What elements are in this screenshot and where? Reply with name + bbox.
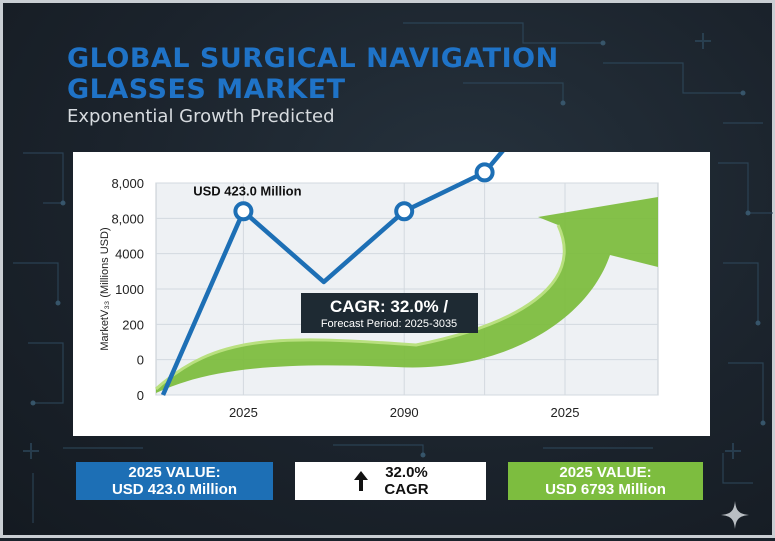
card-right-line2: USD 6793 Million <box>545 481 666 498</box>
y-tick-label: 8,000 <box>111 211 144 226</box>
data-point-marker <box>394 201 415 222</box>
x-tick-label: 2090 <box>390 405 419 420</box>
card-left-line1: 2025 VALUE: <box>128 464 221 481</box>
data-label: USD 423.0 Million <box>193 183 301 198</box>
y-tick-label: 200 <box>122 317 144 332</box>
card-left-line2: USD 423.0 Million <box>111 481 238 498</box>
series-line <box>160 152 505 396</box>
cagr-callout-box <box>301 293 478 333</box>
data-point-marker <box>233 201 254 222</box>
page-title: GLOBAL SURGICAL NAVIGATION GLASSES MARKE… <box>67 43 559 105</box>
growth-arrow <box>156 197 658 393</box>
card-mid-line2: CAGR <box>384 481 429 498</box>
y-tick-label: 1000 <box>115 282 144 297</box>
data-point-marker <box>474 162 495 183</box>
line-chart: 0 0 200 1000 4000 8,000 8,000 2025 2090 2025 Marke… <box>99 152 659 420</box>
circuit-background <box>13 22 773 523</box>
y-tick-label: 0 <box>137 353 144 368</box>
card-mid-line1: 32.0% <box>385 464 428 481</box>
cagr-callout-title: CAGR: 32.0% / <box>330 297 448 316</box>
chart-panel: 0 0 200 1000 4000 8,000 8,000 2025 2090 2025 Marke… <box>73 152 710 436</box>
x-tick-label: 2025 <box>229 405 258 420</box>
page-subtitle: Exponential Growth Predicted <box>67 106 335 127</box>
value-card-2025-right: 2025 VALUE: USD 6793 Million <box>508 462 703 500</box>
growth-arrow-highlight <box>154 224 566 391</box>
cagr-card: 32.0% CAGR <box>295 462 486 500</box>
sparkle-icon <box>721 501 749 529</box>
x-tick-label: 2025 <box>551 405 580 420</box>
y-axis-label: MarketV₃₃ (Millions USD) <box>99 227 111 350</box>
value-card-2025-left: 2025 VALUE: USD 423.0 Million <box>76 462 273 500</box>
y-tick-label: 0 <box>137 388 144 403</box>
arrow-up-icon <box>354 471 369 491</box>
card-right-line1: 2025 VALUE: <box>559 464 652 481</box>
y-tick-label: 8,000 <box>111 176 144 191</box>
y-tick-label: 4000 <box>115 247 144 262</box>
cagr-callout-subtitle: Forecast Period: 2025-3035 <box>321 318 457 330</box>
